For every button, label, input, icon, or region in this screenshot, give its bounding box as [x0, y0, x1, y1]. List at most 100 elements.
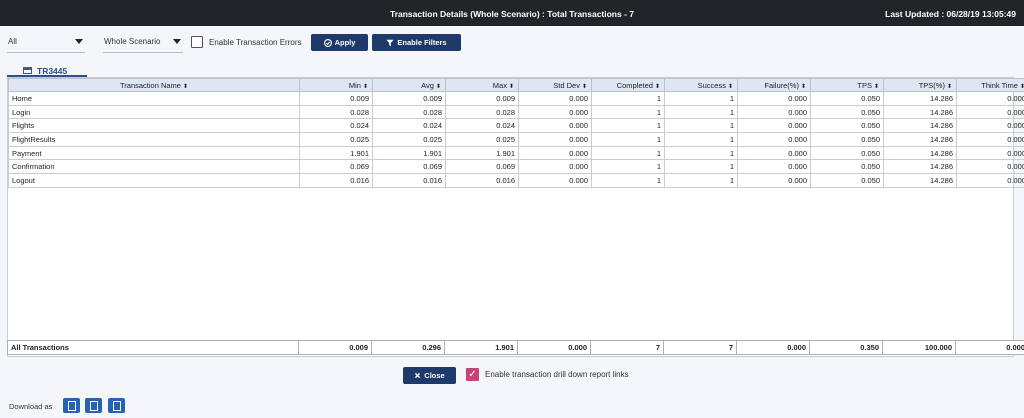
tab-tr3445[interactable]: TR3445: [7, 66, 87, 77]
metric-cell: 0.028: [299, 104, 373, 120]
table-row[interactable]: Flights 0.024 0.024 0.024 0.000 1 1 0.000 0.050 1…: [8, 118, 1024, 134]
sort-icon[interactable]: ⬍: [946, 83, 952, 90]
column-header[interactable]: Success ⬍: [664, 78, 738, 92]
download-label: Download as: [9, 402, 53, 411]
column-header-label: Avg: [421, 80, 434, 90]
close-button[interactable]: Close: [403, 367, 456, 384]
column-header[interactable]: Failure(%) ⬍: [737, 78, 811, 92]
metric-cell: 0.050: [810, 91, 884, 106]
sort-icon[interactable]: ⬍: [800, 83, 806, 90]
metric-cell: 0.069: [299, 159, 373, 175]
metric-cell: 0.000: [737, 132, 811, 147]
metric-cell: 0.000: [956, 104, 1024, 120]
word-icon[interactable]: [108, 398, 125, 413]
chevron-down-icon: [173, 39, 181, 44]
excel-icon[interactable]: [85, 398, 102, 413]
column-header[interactable]: Completed ⬍: [591, 78, 665, 92]
totals-metric-cell: 100.000: [882, 340, 956, 355]
column-header[interactable]: Avg ⬍: [372, 78, 446, 92]
metric-cell: 0.000: [518, 132, 592, 147]
metric-cell: 1: [664, 159, 738, 175]
enable-errors-label: Enable Transaction Errors: [209, 38, 302, 47]
sort-icon[interactable]: ⬍: [654, 83, 660, 90]
sort-icon[interactable]: ⬍: [1019, 83, 1024, 90]
metric-cell: 0.000: [956, 91, 1024, 106]
drilldown-label: Enable transaction drill down report lin…: [485, 370, 629, 379]
metric-cell: 0.009: [372, 91, 446, 106]
apply-button[interactable]: Apply: [311, 34, 368, 51]
column-header-label: Transaction Name: [119, 80, 181, 90]
totals-metric-cell: 0.000: [517, 340, 591, 355]
column-header-label: Failure(%): [764, 80, 799, 90]
metric-cell: 0.016: [372, 173, 446, 188]
column-header-label: Max: [492, 80, 507, 90]
enable-filters-button[interactable]: Enable Filters: [372, 34, 461, 51]
column-header-label: Min: [348, 80, 361, 90]
column-header[interactable]: Min ⬍: [299, 78, 373, 92]
metric-cell: 0.028: [372, 104, 446, 120]
totals-row: All Transactions 0.009 0.296 1.901 0.000 7 7 0.…: [7, 340, 1024, 355]
column-header-label: TPS: [857, 80, 872, 90]
metric-cell: 0.000: [518, 118, 592, 134]
column-header[interactable]: Std Dev ⬍: [518, 78, 592, 92]
metric-cell: 0.050: [810, 173, 884, 188]
drilldown-checkbox[interactable]: ✓: [466, 368, 479, 381]
metric-cell: 0.024: [299, 118, 373, 134]
sort-icon[interactable]: ⬍: [362, 83, 368, 90]
last-updated-text: Last Updated : 06/28/19 13:05:49: [885, 9, 1016, 19]
totals-metric-cell: 1.901: [444, 340, 518, 355]
column-header[interactable]: Max ⬍: [445, 78, 519, 92]
pdf-icon[interactable]: [63, 398, 80, 413]
transaction-group-dropdown[interactable]: All: [7, 33, 85, 53]
table-row[interactable]: Logout 0.016 0.016 0.016 0.000 1 1 0.000 0.050 14…: [8, 173, 1024, 188]
table-row[interactable]: Payment 1.901 1.901 1.901 0.000 1 1 0.000 0.050 1…: [8, 145, 1024, 161]
metric-cell: 0.000: [518, 104, 592, 120]
totals-metric-cell: 0.350: [809, 340, 883, 355]
sort-icon[interactable]: ⬍: [182, 83, 189, 90]
metric-cell: 0.009: [445, 91, 519, 106]
close-label: Close: [424, 371, 445, 380]
metric-cell: 0.025: [445, 132, 519, 147]
close-icon: [415, 372, 421, 379]
sort-icon[interactable]: ⬍: [508, 83, 514, 90]
sort-icon[interactable]: ⬍: [727, 83, 733, 90]
metric-cell: 0.000: [737, 118, 811, 134]
totals-metric-cell: 0.296: [371, 340, 445, 355]
chevron-down-icon: [75, 39, 83, 44]
metric-cell: 1: [591, 104, 665, 120]
column-header-label: Std Dev: [553, 80, 580, 90]
column-header[interactable]: Think Time ⬍: [956, 78, 1024, 92]
table-row[interactable]: Confirmation 0.069 0.069 0.069 0.000 1 1 0.000 0…: [8, 159, 1024, 175]
column-header[interactable]: TPS(%) ⬍: [883, 78, 957, 92]
enable-errors-checkbox[interactable]: [191, 36, 203, 48]
sort-icon[interactable]: ⬍: [435, 83, 441, 90]
column-header[interactable]: TPS ⬍: [810, 78, 884, 92]
totals-metric-cell: 0.000: [736, 340, 810, 355]
metric-cell: 0.000: [956, 145, 1024, 161]
metric-cell: 1: [591, 145, 665, 161]
metric-cell: 0.000: [518, 91, 592, 106]
metric-cell: 0.000: [737, 145, 811, 161]
column-header[interactable]: Transaction Name ⬍: [8, 78, 300, 92]
totals-metric-cell: 0.000: [955, 340, 1024, 355]
table-row[interactable]: Home 0.009 0.009 0.009 0.000 1 1 0.000 0.050 14.2…: [8, 91, 1024, 106]
metric-cell: 0.050: [810, 159, 884, 175]
metric-cell: 1: [591, 173, 665, 188]
table-row[interactable]: FlightResults 0.025 0.025 0.025 0.000 1 1 0.000…: [8, 132, 1024, 147]
scenario-dropdown[interactable]: Whole Scenario: [103, 33, 183, 53]
transaction-table-container: Transaction Name ⬍ Min ⬍ Avg ⬍ Max ⬍ Std Dev ⬍ Com…: [7, 77, 1024, 357]
enable-filters-label: Enable Filters: [397, 38, 447, 47]
transaction-name-cell: Payment: [8, 145, 300, 161]
metric-cell: 0.009: [299, 91, 373, 106]
sort-icon[interactable]: ⬍: [581, 83, 587, 90]
metric-cell: 1.901: [445, 145, 519, 161]
sort-icon[interactable]: ⬍: [873, 83, 879, 90]
metric-cell: 1: [591, 132, 665, 147]
table-row[interactable]: Login 0.028 0.028 0.028 0.000 1 1 0.000 0.050 14.…: [8, 104, 1024, 120]
transaction-table: Transaction Name ⬍ Min ⬍ Avg ⬍ Max ⬍ Std Dev ⬍ Com…: [8, 78, 1024, 188]
title-bar: Transaction Details (Whole Scenario) : T…: [0, 0, 1024, 26]
metric-cell: 0.069: [445, 159, 519, 175]
metric-cell: 14.286: [883, 145, 957, 161]
scenario-value: Whole Scenario: [104, 37, 161, 46]
